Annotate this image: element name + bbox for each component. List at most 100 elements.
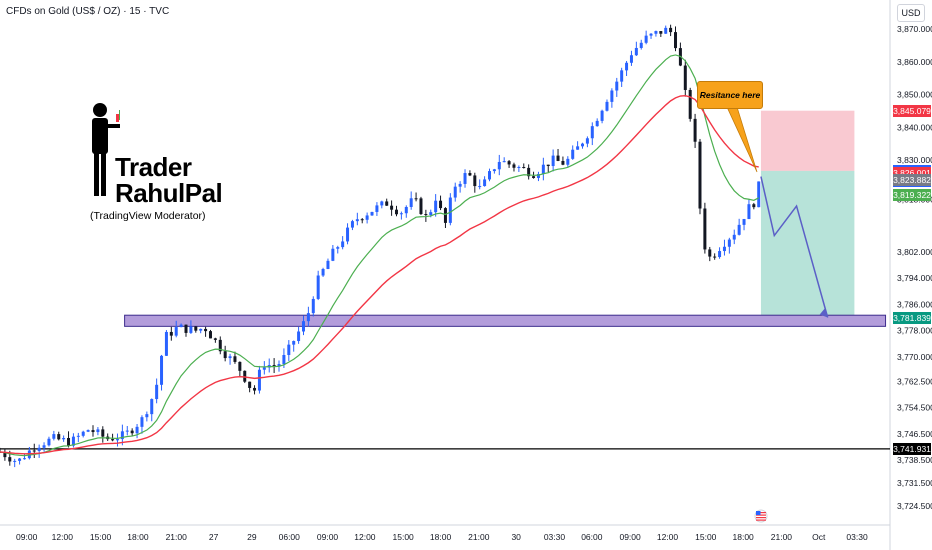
candle-body — [96, 429, 100, 433]
candle-body — [164, 331, 168, 356]
candle-body — [404, 206, 408, 214]
watermark-logo: Trader RahulPal (TradingView Moderator) — [80, 100, 240, 230]
candle-body — [174, 327, 178, 336]
candle-body — [365, 215, 369, 220]
y-tick-label: 3,746.500 — [897, 429, 932, 439]
y-tick-label: 3,802.000 — [897, 247, 932, 257]
candle-body — [272, 365, 276, 367]
candle-body — [76, 435, 80, 437]
candle-body — [600, 110, 604, 121]
candle-body — [556, 155, 560, 161]
candle-body — [336, 247, 340, 249]
candle-body — [326, 260, 330, 269]
candle-body — [277, 364, 281, 367]
candle-body — [414, 198, 418, 200]
candle-body — [649, 33, 653, 36]
candle-body — [346, 227, 350, 242]
x-tick-label: 15:00 — [695, 532, 717, 542]
candle-body — [233, 356, 237, 362]
y-tick-label: 3,731.500 — [897, 478, 932, 488]
support-zone — [124, 314, 887, 327]
candle-body — [737, 224, 741, 235]
candle-body — [409, 198, 413, 207]
candle-body — [47, 438, 51, 446]
candle-body — [208, 331, 212, 339]
candle-body — [571, 149, 575, 159]
candle-body — [22, 458, 26, 460]
candle-body — [522, 166, 526, 168]
candle-body — [468, 173, 472, 176]
candle-body — [301, 321, 305, 332]
us-flag-icon — [754, 509, 768, 523]
currency-button[interactable]: USD — [897, 4, 925, 22]
projection-arrowhead — [819, 308, 828, 318]
candle-body — [620, 70, 624, 82]
candle-body — [517, 166, 521, 168]
price-level-tag: 3,781.839 — [893, 312, 931, 325]
flag-stripe — [756, 517, 766, 519]
candle-body — [199, 328, 203, 331]
candle-body — [595, 120, 599, 127]
resistance-callout[interactable]: Resitance here — [697, 81, 763, 109]
candle-body — [18, 458, 22, 461]
y-tick-label: 3,830.000 — [897, 155, 932, 165]
callout-pointer — [726, 106, 758, 173]
x-tick-label: 12:00 — [354, 532, 376, 542]
candle-body — [282, 354, 286, 365]
candle-body — [42, 445, 46, 448]
projection-path — [760, 176, 829, 318]
y-tick-label: 3,794.000 — [897, 273, 932, 283]
candle-body — [32, 450, 36, 452]
price-level-tag: 3,845.079 — [893, 104, 931, 117]
candle-body — [150, 399, 154, 415]
y-tick-label: 3,724.500 — [897, 501, 932, 511]
candle-body — [179, 324, 183, 328]
candle-body — [566, 158, 570, 165]
watermark-line2: RahulPal — [115, 178, 223, 208]
x-tick-label: 12:00 — [657, 532, 679, 542]
candle-body — [497, 161, 501, 170]
candle-body — [585, 138, 589, 144]
candle-body — [527, 167, 531, 177]
candle-body — [448, 197, 452, 223]
candle-body — [698, 141, 702, 209]
symbol-title[interactable]: CFDs on Gold (US$ / OZ) · 15 · TVC — [6, 6, 170, 17]
candlestick-series — [0, 24, 761, 468]
candle-body — [37, 447, 41, 452]
candle-body — [52, 434, 56, 439]
candle-body — [669, 27, 673, 33]
candle-body — [610, 90, 614, 102]
candle-body — [439, 200, 443, 209]
candle-body — [757, 181, 761, 208]
candle-body — [674, 32, 678, 49]
candle-body — [306, 313, 310, 322]
candle-body — [331, 248, 335, 261]
candle-body — [390, 205, 394, 210]
candle-body — [634, 47, 638, 56]
candle-body — [341, 241, 345, 248]
x-tick-label: 09:00 — [317, 532, 339, 542]
candle-body — [350, 221, 354, 228]
candle-body — [654, 31, 658, 34]
candle-body — [370, 211, 374, 216]
candle-body — [160, 355, 164, 385]
candle-body — [532, 176, 536, 178]
candle-body — [189, 326, 193, 333]
candle-body — [13, 460, 17, 462]
candle-body — [488, 171, 491, 180]
watermark-subtitle: (TradingView Moderator) — [90, 210, 206, 222]
candle-body — [727, 239, 731, 247]
candle-body — [639, 42, 643, 48]
candle-body — [135, 426, 139, 434]
x-tick-label: 29 — [247, 532, 257, 542]
candle-body — [125, 430, 129, 432]
x-tick-label: 21:00 — [166, 532, 188, 542]
candle-body — [120, 431, 124, 440]
flag-stripe — [756, 519, 766, 521]
candle-body — [204, 328, 208, 332]
candle-body — [311, 298, 315, 314]
candle-body — [742, 219, 746, 225]
candle-body — [463, 173, 467, 184]
y-tick-label: 3,850.000 — [897, 90, 932, 100]
